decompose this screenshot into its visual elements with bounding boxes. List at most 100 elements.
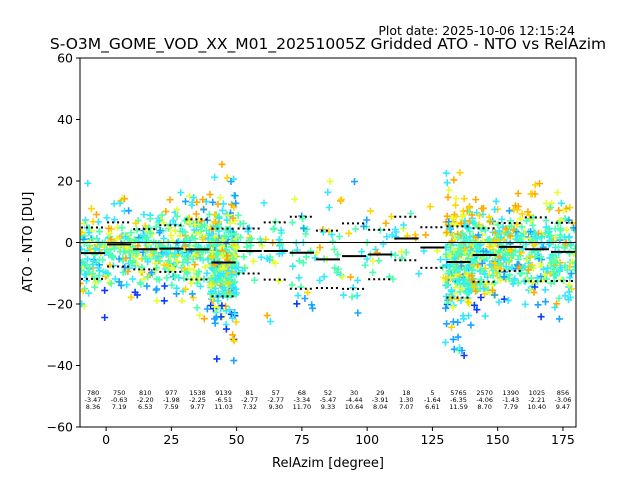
data-point — [340, 291, 347, 299]
data-point — [209, 198, 217, 206]
data-point — [466, 228, 474, 236]
data-point — [521, 300, 529, 308]
data-point — [561, 262, 569, 270]
data-point — [148, 269, 156, 276]
data-point — [475, 231, 482, 239]
data-point — [483, 279, 491, 287]
data-point — [369, 268, 377, 276]
data-point — [111, 275, 119, 283]
data-point — [502, 250, 509, 258]
data-point — [84, 179, 92, 187]
data-point — [186, 218, 194, 226]
data-point — [231, 192, 239, 200]
data-point — [215, 224, 223, 232]
data-point — [489, 286, 497, 294]
bin-stddev-label: 10.64 — [345, 403, 364, 411]
data-point — [146, 215, 154, 223]
data-point — [247, 235, 255, 243]
data-point — [442, 282, 450, 289]
data-point — [326, 177, 334, 185]
data-point — [518, 249, 525, 257]
x-tick-label: 125 — [420, 432, 444, 447]
y-tick-label: 40 — [57, 112, 73, 127]
data-point — [556, 224, 564, 232]
data-point — [223, 216, 231, 224]
bin-stddev-label: 7.59 — [164, 403, 178, 411]
data-point — [473, 247, 481, 255]
data-point — [218, 302, 226, 310]
data-point — [468, 211, 476, 219]
data-point — [106, 250, 114, 258]
data-point — [161, 282, 169, 290]
data-point — [449, 303, 457, 311]
data-point — [459, 229, 466, 237]
data-point — [557, 199, 565, 207]
data-point — [87, 205, 95, 213]
data-point — [163, 274, 171, 282]
data-point — [92, 278, 100, 286]
data-point — [454, 252, 462, 260]
data-point — [275, 277, 283, 285]
data-point — [222, 240, 230, 247]
bin-count-label: 81 — [246, 389, 254, 397]
data-point — [119, 269, 127, 276]
data-point — [132, 219, 140, 227]
data-point — [508, 222, 515, 230]
data-point — [177, 189, 185, 196]
y-tick-label: −40 — [47, 358, 73, 373]
data-point — [389, 275, 397, 283]
data-point — [550, 263, 558, 271]
bin-stddev-label: 11.03 — [214, 403, 233, 411]
data-point — [376, 226, 384, 234]
data-point — [442, 274, 450, 282]
data-point — [89, 218, 97, 226]
data-point — [308, 301, 316, 309]
data-point — [537, 260, 545, 268]
data-point — [127, 229, 135, 237]
data-point — [491, 206, 499, 213]
data-point — [566, 274, 574, 282]
data-point — [524, 208, 532, 216]
data-point — [491, 291, 498, 299]
data-point — [219, 206, 226, 214]
data-point — [251, 276, 258, 284]
data-point — [218, 278, 226, 286]
data-point — [500, 295, 508, 303]
data-point — [452, 195, 460, 202]
bin-stddev-label: 11.70 — [293, 403, 312, 411]
data-point — [95, 256, 103, 264]
data-point — [398, 254, 406, 262]
data-point — [181, 237, 189, 245]
data-point — [383, 233, 391, 241]
data-point — [337, 196, 345, 204]
data-point — [246, 248, 254, 256]
data-point — [547, 199, 555, 207]
data-point — [467, 321, 475, 329]
bin-stddev-label: 6.53 — [138, 403, 152, 411]
data-point — [223, 174, 231, 182]
data-point — [84, 255, 92, 263]
data-point — [110, 254, 117, 262]
bin-median-label: -6.51 — [215, 396, 232, 404]
data-point — [232, 199, 240, 207]
data-point — [481, 290, 489, 298]
data-point — [492, 197, 500, 205]
data-point — [153, 264, 161, 272]
x-axis-label: RelAzim [degree] — [272, 456, 384, 471]
data-point — [229, 214, 237, 222]
x-tick-label: 75 — [294, 432, 310, 447]
data-point — [122, 233, 130, 241]
data-point — [372, 246, 380, 253]
data-point — [190, 194, 198, 201]
data-point — [289, 262, 297, 270]
data-point — [103, 214, 111, 222]
bin-count-label: 18 — [402, 389, 410, 397]
y-tick-label: 60 — [57, 51, 73, 66]
data-point — [486, 235, 494, 243]
data-point — [480, 285, 488, 293]
data-point — [523, 256, 531, 264]
data-point — [277, 240, 284, 248]
bin-count-label: 9139 — [215, 389, 232, 397]
data-point — [464, 223, 472, 231]
